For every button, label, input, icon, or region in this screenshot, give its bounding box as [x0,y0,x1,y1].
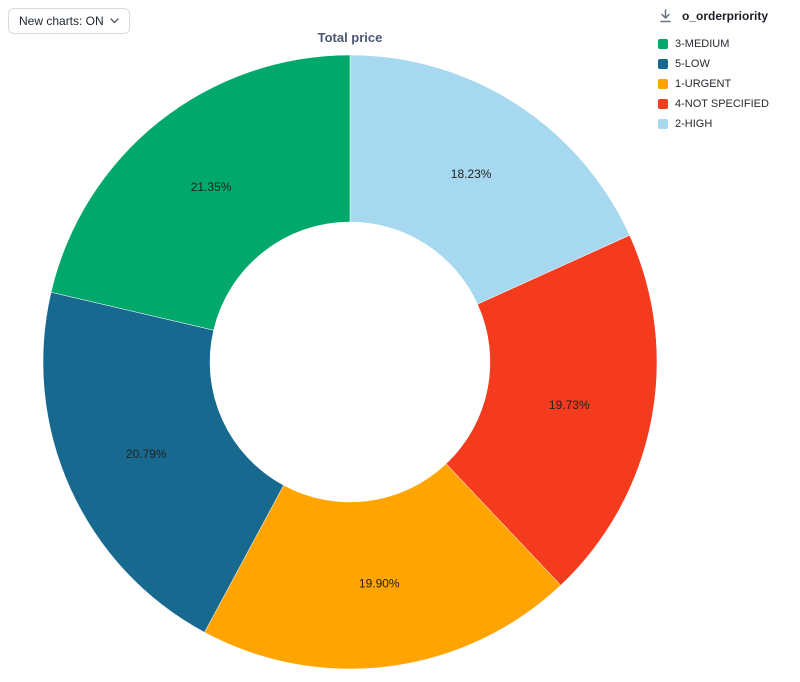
legend-item[interactable]: 5-LOW [658,58,800,70]
legend-swatch [658,59,668,69]
legend-title: o_orderpriority [682,9,769,23]
donut-slice[interactable] [349,54,630,305]
legend-swatch [658,119,668,129]
download-icon[interactable] [658,8,673,24]
legend-header: o_orderpriority [658,8,800,24]
donut-slice[interactable] [445,234,658,586]
legend-label: 1-URGENT [675,78,732,90]
legend-label: 3-MEDIUM [675,38,730,50]
legend-swatch [658,39,668,49]
donut-slice[interactable] [204,463,562,670]
slice-percentage-label: 19.73% [549,398,590,412]
chevron-down-icon [109,18,119,24]
new-charts-toggle[interactable]: New charts: ON [8,8,130,34]
legend-swatch [658,79,668,89]
slice-percentage-label: 18.23% [451,167,492,181]
donut-slice[interactable] [50,54,351,331]
slice-percentage-label: 20.79% [126,447,167,461]
slice-percentage-label: 19.90% [359,577,400,591]
legend-swatch [658,99,668,109]
donut-slice[interactable] [42,291,284,633]
legend-label: 5-LOW [675,58,710,70]
legend-items: 3-MEDIUM 5-LOW 1-URGENT 4-NOT SPECIFIED 2-HI… [658,38,800,130]
legend-label: 2-HIGH [675,118,713,130]
legend-label: 4-NOT SPECIFIED [675,98,769,110]
legend-panel: o_orderpriority 3-MEDIUM 5-LOW 1-URGENT 4-N… [658,8,800,138]
legend-item[interactable]: 1-URGENT [658,78,800,90]
donut-chart: 18.23% 19.73% 19.90% 20.79% 21.35% [0,32,700,682]
legend-item[interactable]: 2-HIGH [658,118,800,130]
legend-item[interactable]: 3-MEDIUM [658,38,800,50]
slice-percentage-label: 21.35% [191,180,232,194]
new-charts-label: New charts: ON [19,14,104,28]
chart-title: Total price [317,30,383,45]
legend-item[interactable]: 4-NOT SPECIFIED [658,98,800,110]
